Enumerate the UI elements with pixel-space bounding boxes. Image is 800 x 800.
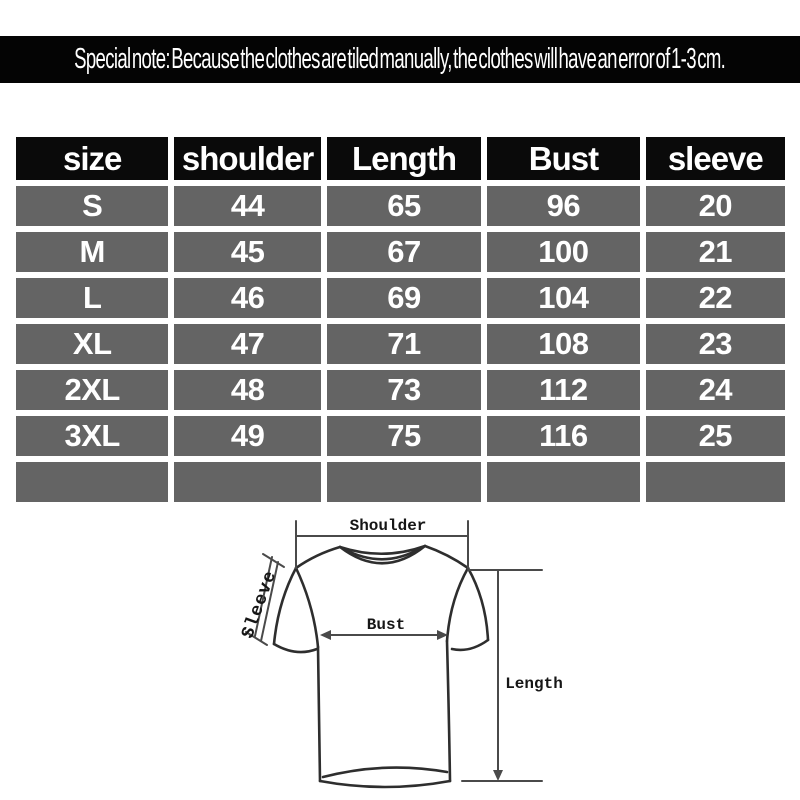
right-shoulder-seam [423, 544, 470, 570]
left-shoulder-seam [294, 545, 342, 570]
table-cell: 45 [174, 232, 321, 272]
special-note-banner: Special note: Because the clothes are ti… [0, 36, 800, 83]
table-cell: 73 [326, 370, 482, 410]
table-row: S 44 65 96 20 [16, 186, 785, 226]
left-sleeve-cuff [272, 642, 319, 654]
bust-label: Bust [367, 616, 405, 634]
sleeve-measure: Sleeve [238, 553, 285, 646]
table-cell: S [16, 186, 169, 226]
length-bottom-arrowhead [493, 770, 503, 781]
left-sleeve-outer-edge [272, 566, 298, 646]
table-row: M 45 67 100 21 [16, 232, 785, 272]
table-row: 3XL 49 75 116 25 [16, 416, 785, 456]
column-header-size: size [16, 137, 169, 180]
column-header-sleeve: sleeve [645, 137, 785, 180]
table-cell: 24 [645, 370, 785, 410]
table-cell [174, 462, 321, 502]
special-note-text: Special note: Because the clothes are ti… [74, 43, 726, 75]
table-cell: 75 [326, 416, 482, 456]
shoulder-label: Shoulder [350, 517, 427, 535]
table-cell [326, 462, 482, 502]
sleeve-bottom-tick [245, 631, 268, 646]
right-armhole [445, 566, 470, 643]
size-table-body: S 44 65 96 20 M 45 67 100 21 L 46 69 104 22 XL 47 71 108 23… [16, 186, 785, 502]
table-cell: 23 [645, 324, 785, 364]
table-cell: 49 [174, 416, 321, 456]
right-sleeve-outer-edge [466, 566, 490, 642]
table-row: L 46 69 104 22 [16, 278, 785, 318]
body-left-side [316, 645, 322, 783]
table-cell: 22 [645, 278, 785, 318]
table-cell: 96 [487, 186, 640, 226]
table-cell: 67 [326, 232, 482, 272]
bottom-hem [318, 779, 452, 789]
collar-inner-arc [342, 546, 423, 561]
column-header-length: Length [326, 137, 482, 180]
table-cell: 46 [174, 278, 321, 318]
table-row [16, 462, 785, 502]
shoulder-measure: Shoulder [295, 517, 469, 569]
table-cell: 71 [326, 324, 482, 364]
table-row: 2XL 48 73 112 24 [16, 370, 785, 410]
table-cell [16, 462, 169, 502]
table-cell: XL [16, 324, 169, 364]
table-cell: L [16, 278, 169, 318]
size-table: size shoulder Length Bust sleeve S 44 65 96 20 M 4… [10, 131, 791, 508]
header-row: size shoulder Length Bust sleeve [16, 137, 785, 180]
tshirt-measurement-diagram: Shoulder Sleeve Bust Length [238, 517, 563, 789]
bust-left-arrowhead [320, 630, 331, 640]
body-right-side [445, 639, 452, 783]
length-label: Length [505, 675, 563, 693]
sleeve-measure-line-2 [260, 561, 279, 642]
table-cell: 104 [487, 278, 640, 318]
tshirt-outline [272, 544, 490, 789]
table-cell: 48 [174, 370, 321, 410]
table-cell [645, 462, 785, 502]
table-cell: 21 [645, 232, 785, 272]
sleeve-top-tick [262, 553, 285, 568]
collar-bottom-arc [338, 544, 427, 565]
table-cell: 116 [487, 416, 640, 456]
table-cell: 2XL [16, 370, 169, 410]
hem-opening-arc [321, 766, 449, 779]
collar-top-arc [338, 544, 427, 556]
table-cell: 44 [174, 186, 321, 226]
table-row: XL 47 71 108 23 [16, 324, 785, 364]
length-measure: Length [461, 569, 563, 782]
table-cell: 108 [487, 324, 640, 364]
table-cell [487, 462, 640, 502]
sleeve-measure-line [254, 556, 273, 637]
table-cell: 25 [645, 416, 785, 456]
table-cell: M [16, 232, 169, 272]
table-cell: 20 [645, 186, 785, 226]
table-cell: 65 [326, 186, 482, 226]
right-sleeve-cuff [450, 638, 490, 652]
table-cell: 100 [487, 232, 640, 272]
bust-measure: Bust [320, 616, 448, 640]
table-cell: 47 [174, 324, 321, 364]
column-header-bust: Bust [487, 137, 640, 180]
table-cell: 69 [326, 278, 482, 318]
column-header-shoulder: shoulder [174, 137, 321, 180]
table-cell: 3XL [16, 416, 169, 456]
table-cell: 112 [487, 370, 640, 410]
left-armhole [294, 566, 320, 649]
size-table-head: size shoulder Length Bust sleeve [16, 137, 785, 180]
bust-right-arrowhead [437, 630, 448, 640]
